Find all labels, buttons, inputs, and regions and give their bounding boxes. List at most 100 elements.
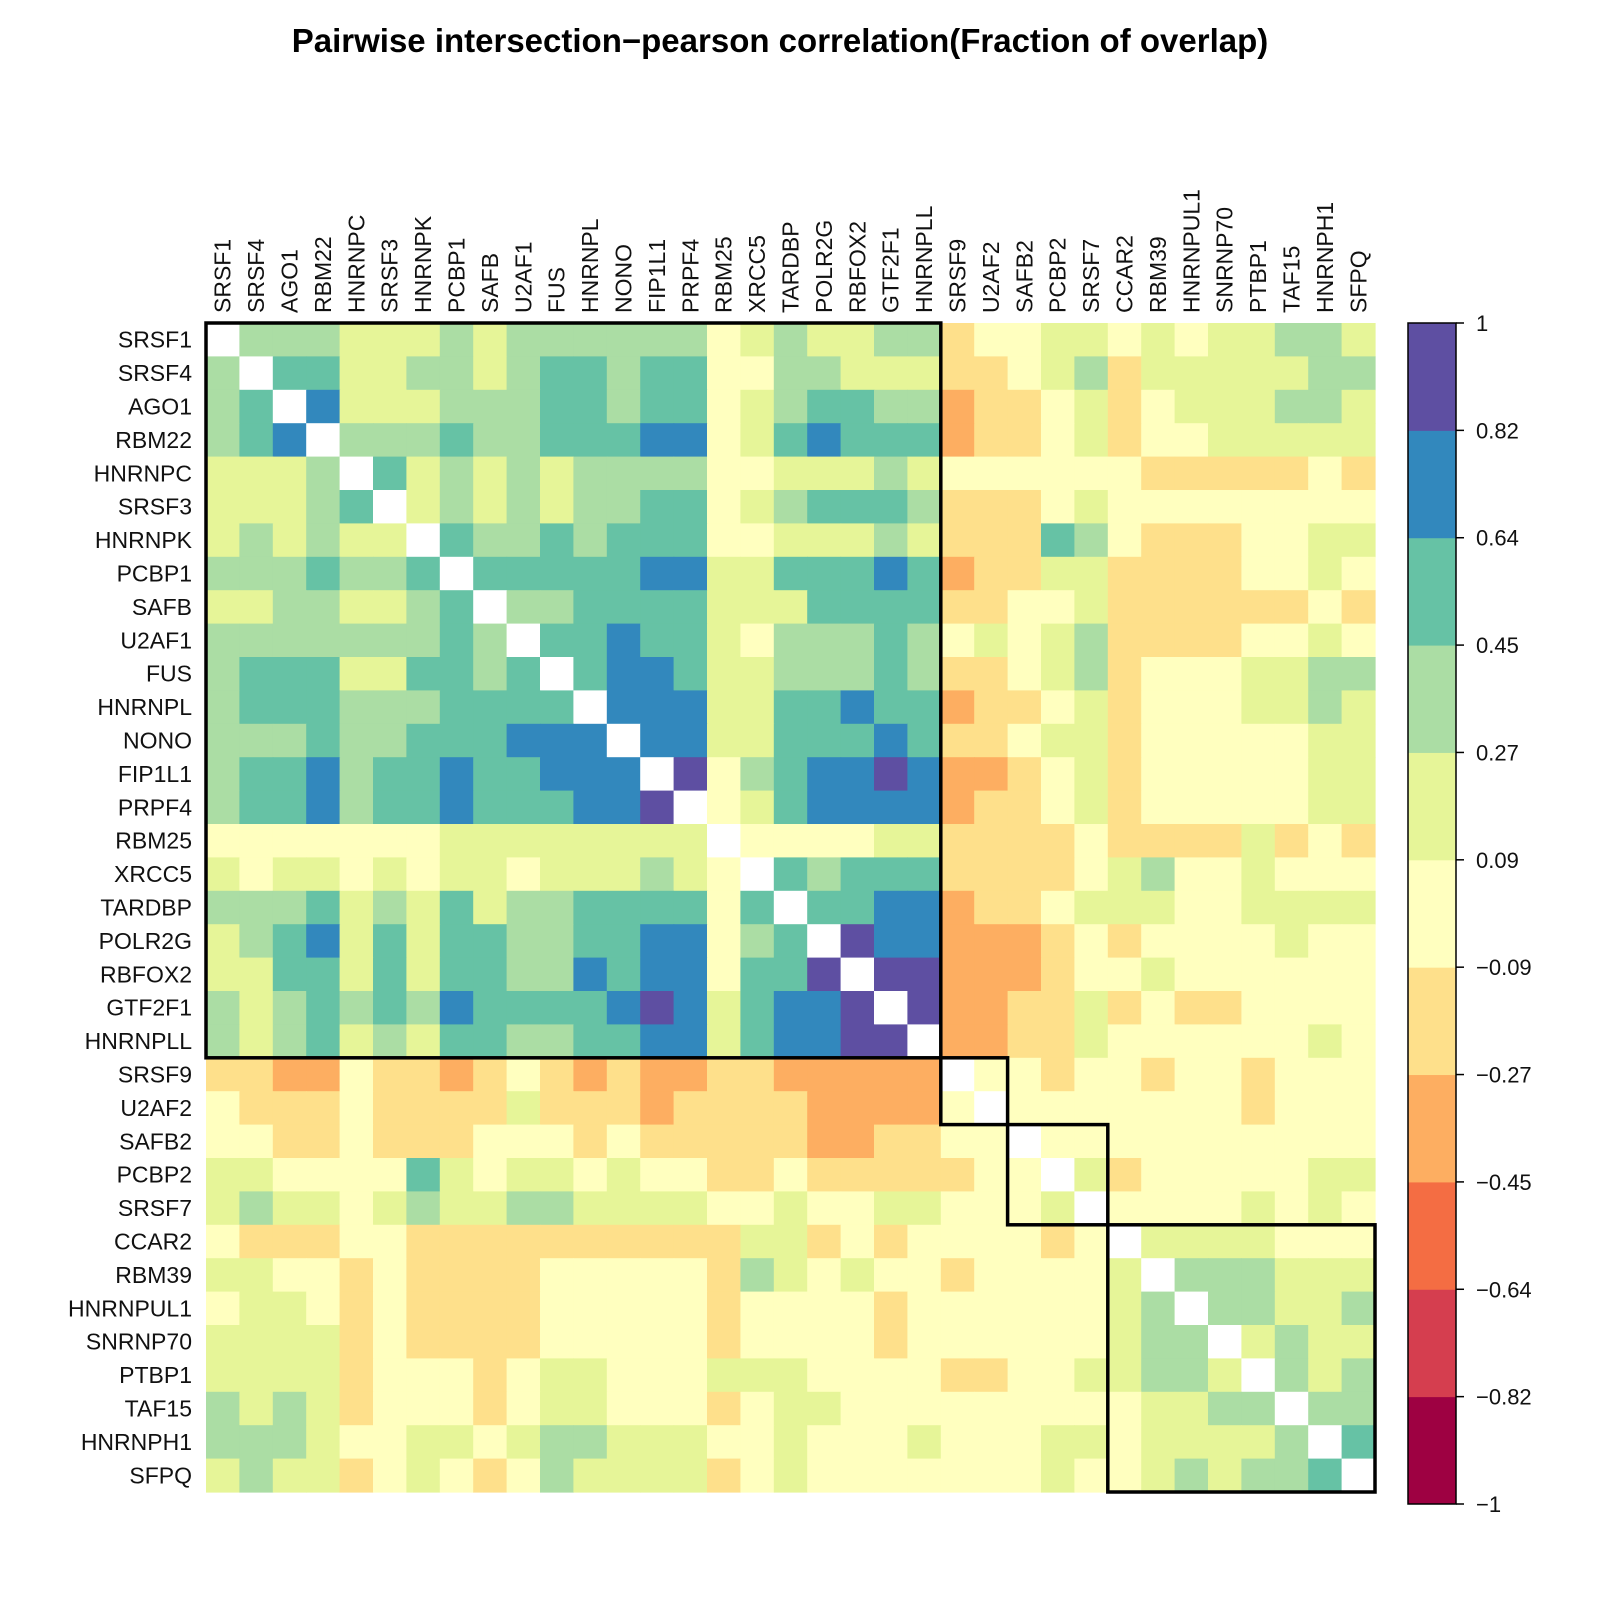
column-label: POLR2G — [811, 220, 837, 313]
heatmap-cell — [1007, 824, 1042, 858]
heatmap-cell — [306, 757, 341, 792]
heatmap-cell — [1107, 757, 1142, 792]
heatmap-cell — [940, 1191, 975, 1226]
column-label: SRSF3 — [377, 239, 403, 313]
heatmap-cell — [306, 1358, 341, 1393]
heatmap-cell — [373, 1325, 407, 1359]
heatmap-cell — [406, 1191, 441, 1226]
heatmap-cell — [673, 790, 708, 825]
heatmap-cell — [506, 890, 541, 925]
heatmap-cell — [272, 657, 307, 691]
heatmap-cell — [707, 323, 741, 357]
heatmap-cell — [239, 1358, 274, 1393]
heatmap-cell — [306, 1325, 341, 1359]
heatmap-cell — [306, 623, 341, 658]
heatmap-cell — [940, 991, 975, 1025]
heatmap-cell — [1041, 1024, 1075, 1059]
heatmap-cell — [272, 991, 307, 1025]
heatmap-cell — [606, 723, 641, 758]
heatmap-cell — [807, 1191, 842, 1226]
heatmap-cell — [1308, 356, 1343, 391]
heatmap-cell — [439, 1024, 474, 1059]
heatmap-cell — [406, 1224, 441, 1259]
heatmap-cell — [1308, 1325, 1343, 1359]
heatmap-cell — [940, 1391, 975, 1426]
heatmap-cell — [1208, 1024, 1242, 1059]
heatmap-cell — [239, 824, 274, 858]
heatmap-cell — [540, 1024, 574, 1059]
heatmap-cell — [540, 1224, 574, 1259]
heatmap-cell — [540, 1358, 574, 1393]
heatmap-cell — [740, 723, 775, 758]
heatmap-cell — [1107, 890, 1142, 925]
heatmap-cell — [373, 957, 407, 992]
heatmap-cell — [907, 423, 942, 458]
heatmap-cell — [1007, 690, 1042, 725]
heatmap-cell — [573, 1458, 608, 1493]
heatmap-cell — [907, 1158, 942, 1192]
heatmap-cell — [974, 523, 1009, 558]
heatmap-cell — [840, 556, 875, 591]
heatmap-cell — [373, 1358, 407, 1393]
heatmap-cell — [439, 890, 474, 925]
heatmap-cell — [239, 857, 274, 892]
heatmap-cell — [473, 1124, 508, 1159]
heatmap-cell — [640, 924, 675, 959]
heatmap-cell — [807, 957, 842, 992]
heatmap-cell — [406, 1425, 441, 1460]
heatmap-cell — [606, 623, 641, 658]
heatmap-cell — [1274, 1057, 1309, 1092]
heatmap-cell — [540, 1458, 574, 1493]
heatmap-cell — [940, 1425, 975, 1460]
heatmap-cell — [272, 356, 307, 391]
heatmap-cell — [874, 957, 908, 992]
heatmap-cell — [373, 1291, 407, 1326]
heatmap-cell — [272, 890, 307, 925]
heatmap-cell — [807, 1224, 842, 1259]
heatmap-cell — [1274, 1325, 1309, 1359]
row-label: HNRNPLL — [85, 1028, 193, 1054]
color-legend: 1 0.82 0.64 0.45 0.27 0.09 −0.09 −0.27 −0.45 −0.6… — [1407, 311, 1532, 1517]
heatmap-cell — [272, 1325, 307, 1359]
heatmap-cell — [206, 590, 240, 625]
heatmap-cell — [1141, 657, 1176, 691]
heatmap-cell — [740, 556, 775, 591]
heatmap-cell — [640, 723, 675, 758]
heatmap-cell — [272, 957, 307, 992]
heatmap-cell — [1308, 556, 1343, 591]
heatmap-cell — [807, 1091, 842, 1126]
heatmap-cell — [707, 389, 741, 424]
row-label: PCBP1 — [117, 561, 192, 587]
heatmap-cell — [1041, 1291, 1075, 1326]
heatmap-cell — [540, 1325, 574, 1359]
heatmap-cell — [1174, 723, 1209, 758]
heatmap-cell — [239, 1291, 274, 1326]
heatmap-cell — [339, 1057, 374, 1092]
heatmap-cell — [974, 1091, 1009, 1126]
heatmap-cell — [1241, 1291, 1276, 1326]
heatmap-cell — [807, 323, 842, 357]
heatmap-cell — [272, 1358, 307, 1393]
heatmap-cell — [239, 991, 274, 1025]
heatmap-cell — [840, 623, 875, 658]
heatmap-cell — [606, 1024, 641, 1059]
heatmap-cell — [1074, 590, 1109, 625]
heatmap-cell — [840, 957, 875, 992]
heatmap-cell — [306, 356, 341, 391]
heatmap-cell — [1107, 1391, 1142, 1426]
heatmap-cell — [907, 323, 942, 357]
heatmap-cell — [373, 723, 407, 758]
heatmap-cell — [840, 857, 875, 892]
heatmap-cell — [640, 1391, 675, 1426]
row-label: RBM22 — [115, 427, 192, 453]
row-label: FIP1L1 — [118, 761, 192, 787]
heatmap-cell — [1208, 556, 1242, 591]
heatmap-cell — [1208, 590, 1242, 625]
heatmap-cell — [1007, 490, 1042, 524]
heatmap-cell — [1208, 924, 1242, 959]
legend-tick-label: −0.09 — [1476, 955, 1532, 980]
heatmap-cell — [773, 1158, 808, 1192]
heatmap-cell — [1308, 389, 1343, 424]
heatmap-cell — [740, 523, 775, 558]
heatmap-cell — [573, 423, 608, 458]
